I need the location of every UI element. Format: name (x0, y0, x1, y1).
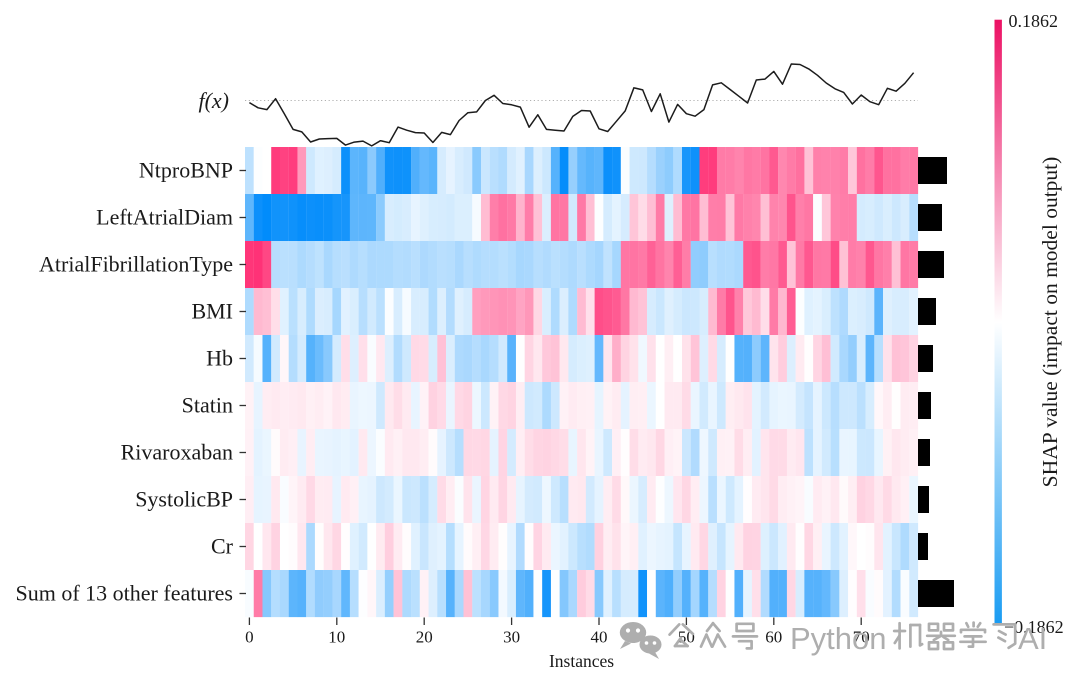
svg-text:30: 30 (503, 628, 520, 647)
svg-text:AI: AI (1018, 621, 1047, 656)
svg-text:f(x): f(x) (198, 88, 229, 113)
svg-text:−0.1862: −0.1862 (1004, 617, 1064, 637)
svg-text:BMI: BMI (191, 299, 233, 324)
svg-text:NtproBNP: NtproBNP (139, 158, 233, 183)
svg-text:LeftAtrialDiam: LeftAtrialDiam (96, 205, 233, 230)
svg-text:Sum of 13 other features: Sum of 13 other features (16, 581, 234, 606)
svg-text:Python: Python (790, 621, 887, 656)
svg-text:20: 20 (416, 628, 433, 647)
svg-text:AtrialFibrillationType: AtrialFibrillationType (39, 252, 233, 277)
svg-text:Instances: Instances (549, 651, 614, 671)
svg-text:0.1862: 0.1862 (1009, 11, 1059, 31)
svg-text:SystolicBP: SystolicBP (135, 487, 233, 512)
svg-text:70: 70 (853, 628, 870, 647)
svg-text:Rivaroxaban: Rivaroxaban (121, 440, 233, 465)
svg-text:SHAP value (impact on model ou: SHAP value (impact on model output) (1038, 157, 1062, 488)
svg-text:60: 60 (765, 628, 782, 647)
svg-text:Hb: Hb (206, 346, 233, 371)
svg-text:10: 10 (328, 628, 345, 647)
svg-text:40: 40 (591, 628, 608, 647)
svg-text:0: 0 (245, 628, 254, 647)
svg-text:Statin: Statin (182, 393, 233, 418)
svg-text:Cr: Cr (211, 534, 234, 559)
